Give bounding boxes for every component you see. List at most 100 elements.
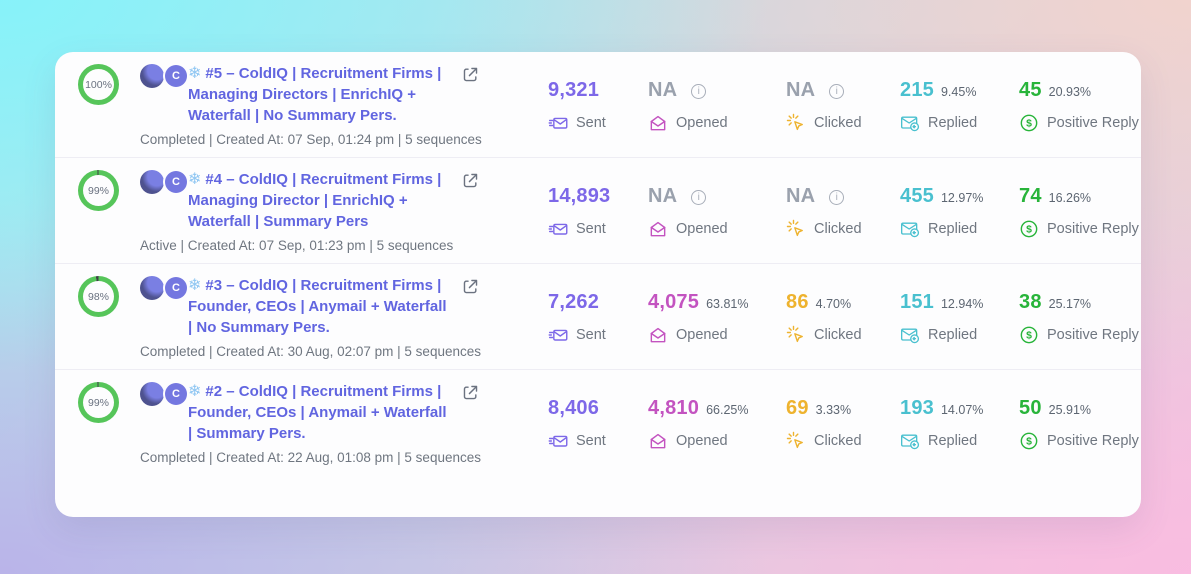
replied-rate: 14.07% xyxy=(940,403,984,417)
client-badge: C xyxy=(165,171,187,193)
progress-value: 99% xyxy=(83,387,114,418)
clicked-value: 69 xyxy=(786,397,809,419)
stat-positive-reply: 74 16.26% i Positive Reply xyxy=(1019,185,1141,239)
campaign-row[interactable]: 99% C ❄ #4 – ColdIQ | Recruitment Firms |… xyxy=(55,158,1141,264)
progress-value: 98% xyxy=(83,281,114,312)
replied-label: Replied xyxy=(928,115,978,131)
positive-reply-value: 45 xyxy=(1019,79,1042,101)
stat-opened: 4,810 66.25% i Opened xyxy=(648,397,786,451)
stat-clicked: NA i Clicked xyxy=(786,185,900,239)
opened-rate: 63.81% xyxy=(706,297,749,311)
stat-sent: 14,893 i Sent xyxy=(548,185,648,239)
dollar-icon xyxy=(1019,431,1039,451)
replied-value: 193 xyxy=(900,397,934,419)
campaign-meta: Completed | Created At: 22 Aug, 01:08 pm… xyxy=(140,450,481,465)
replied-rate: 12.94% xyxy=(940,297,984,311)
campaign-list-card: 100% C ❄ #5 – ColdIQ | Recruitment Firms … xyxy=(55,52,1141,517)
sender-avatar xyxy=(140,382,164,406)
positive-reply-rate: 20.93% xyxy=(1048,85,1092,99)
campaign-title[interactable]: ❄ #4 – ColdIQ | Recruitment Firms | Manag… xyxy=(188,171,442,230)
dollar-icon xyxy=(1019,113,1039,133)
sent-icon xyxy=(548,219,568,239)
stat-opened: 4,075 63.81% i Opened xyxy=(648,291,786,345)
replied-label: Replied xyxy=(928,327,978,343)
opened-label: Opened xyxy=(676,327,728,343)
opened-value: NA xyxy=(648,185,678,207)
external-link-icon[interactable] xyxy=(462,384,479,406)
progress-ring: 99% xyxy=(78,382,119,423)
external-link-icon[interactable] xyxy=(462,278,479,300)
opened-value: NA xyxy=(648,79,678,101)
info-icon[interactable]: i xyxy=(691,83,707,99)
client-badge: C xyxy=(165,277,187,299)
dollar-icon xyxy=(1019,219,1039,239)
opened-icon xyxy=(648,325,668,345)
stat-replied: 151 12.94% i Replied xyxy=(900,291,1019,345)
positive-reply-rate: 25.91% xyxy=(1048,403,1092,417)
opened-label: Opened xyxy=(676,221,728,237)
replied-icon xyxy=(900,431,920,451)
clicked-icon xyxy=(786,113,806,133)
campaign-title[interactable]: ❄ #3 – ColdIQ | Recruitment Firms | Found… xyxy=(188,277,447,336)
stat-sent: 9,321 i Sent xyxy=(548,79,648,133)
campaign-row[interactable]: 98% C ❄ #3 – ColdIQ | Recruitment Firms |… xyxy=(55,264,1141,370)
stat-sent: 7,262 i Sent xyxy=(548,291,648,345)
clicked-icon xyxy=(786,219,806,239)
stat-sent: 8,406 i Sent xyxy=(548,397,648,451)
opened-rate: 66.25% xyxy=(706,403,749,417)
progress-ring: 100% xyxy=(78,64,119,105)
stat-opened: NA i Opened xyxy=(648,185,786,239)
positive-reply-rate: 25.17% xyxy=(1048,297,1092,311)
clicked-value: NA xyxy=(786,79,816,101)
sender-avatar xyxy=(140,170,164,194)
info-icon[interactable]: i xyxy=(691,189,707,205)
clicked-rate: 4.70% xyxy=(815,297,852,311)
campaign-meta: Completed | Created At: 30 Aug, 02:07 pm… xyxy=(140,344,481,359)
snowflake-icon: ❄ xyxy=(188,171,202,188)
replied-icon xyxy=(900,113,920,133)
campaign-row[interactable]: 100% C ❄ #5 – ColdIQ | Recruitment Firms … xyxy=(55,52,1141,158)
replied-icon xyxy=(900,325,920,345)
clicked-label: Clicked xyxy=(814,433,862,449)
positive-reply-rate: 16.26% xyxy=(1048,191,1092,205)
info-icon[interactable]: i xyxy=(829,83,845,99)
campaign-title[interactable]: ❄ #5 – ColdIQ | Recruitment Firms | Manag… xyxy=(188,65,442,124)
progress-value: 99% xyxy=(83,175,114,206)
client-badge: C xyxy=(165,383,187,405)
sent-label: Sent xyxy=(576,115,606,131)
positive-reply-label: Positive Reply xyxy=(1047,221,1139,237)
clicked-label: Clicked xyxy=(814,327,862,343)
dollar-icon xyxy=(1019,325,1039,345)
stat-clicked: NA i Clicked xyxy=(786,79,900,133)
external-link-icon[interactable] xyxy=(462,172,479,194)
campaign-row[interactable]: 99% C ❄ #2 – ColdIQ | Recruitment Firms |… xyxy=(55,370,1141,475)
positive-reply-label: Positive Reply xyxy=(1047,115,1139,131)
replied-rate: 12.97% xyxy=(940,191,984,205)
progress-ring: 99% xyxy=(78,170,119,211)
opened-value: 4,810 xyxy=(648,397,700,419)
sent-value: 7,262 xyxy=(548,291,600,313)
sent-label: Sent xyxy=(576,221,606,237)
replied-rate: 9.45% xyxy=(940,85,977,99)
opened-label: Opened xyxy=(676,115,728,131)
progress-value: 100% xyxy=(83,69,114,100)
snowflake-icon: ❄ xyxy=(188,65,202,82)
sent-icon xyxy=(548,325,568,345)
external-link-icon[interactable] xyxy=(462,66,479,88)
campaign-title[interactable]: ❄ #2 – ColdIQ | Recruitment Firms | Found… xyxy=(188,383,447,442)
replied-value: 455 xyxy=(900,185,934,207)
campaign-meta: Completed | Created At: 07 Sep, 01:24 pm… xyxy=(140,132,482,147)
stat-positive-reply: 38 25.17% i Positive Reply xyxy=(1019,291,1141,345)
info-icon[interactable]: i xyxy=(829,189,845,205)
stat-clicked: 69 3.33% i Clicked xyxy=(786,397,900,451)
replied-label: Replied xyxy=(928,433,978,449)
opened-icon xyxy=(648,219,668,239)
clicked-icon xyxy=(786,325,806,345)
positive-reply-value: 74 xyxy=(1019,185,1042,207)
replied-value: 215 xyxy=(900,79,934,101)
sent-label: Sent xyxy=(576,433,606,449)
opened-icon xyxy=(648,431,668,451)
sent-icon xyxy=(548,431,568,451)
stat-positive-reply: 45 20.93% i Positive Reply xyxy=(1019,79,1141,133)
